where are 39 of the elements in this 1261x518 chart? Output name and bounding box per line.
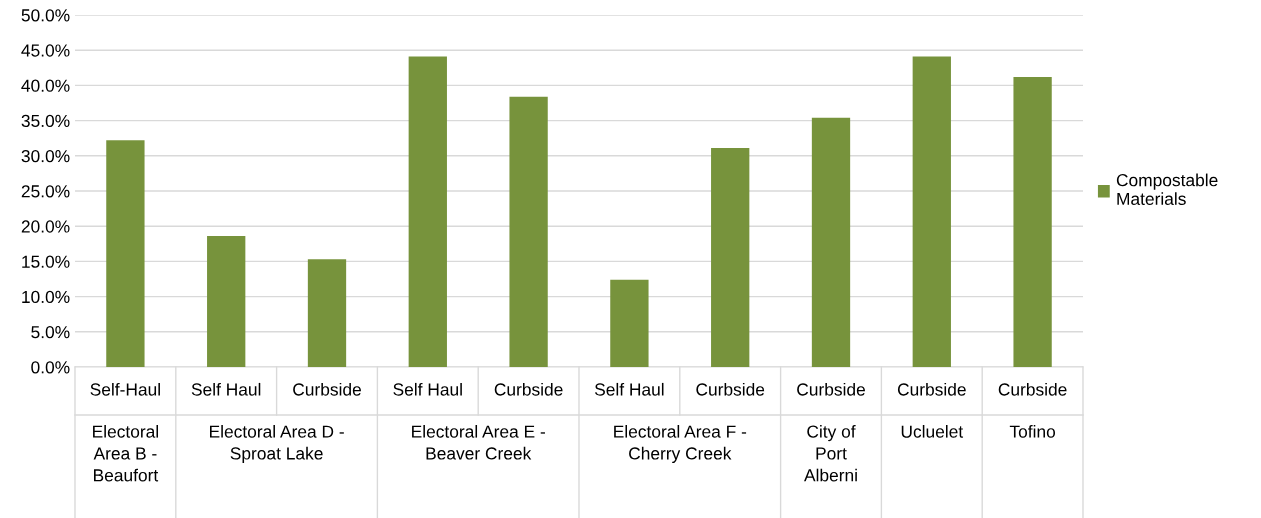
text: City of Port Alberni — [804, 425, 857, 482]
bar — [307, 259, 347, 367]
legend-label: Compostable Materials — [1116, 173, 1218, 206]
x-tick-label: Curbside — [797, 382, 865, 396]
y-tick-label: 25.0% — [21, 185, 70, 198]
bar — [408, 56, 447, 367]
x-tick-label: Curbside — [998, 382, 1067, 396]
y-tick-label: 10.0% — [22, 290, 70, 304]
y-tick-label: 50.0% — [21, 9, 70, 22]
text: Electoral Area D - Sproat Lake — [210, 425, 344, 464]
text: Electoral Area B - Beaufort — [93, 425, 159, 482]
x-tick-label: Self Haul — [191, 382, 261, 396]
x-tick-label: Self-Haul — [90, 382, 160, 396]
y-tick-label: 20.0% — [21, 220, 70, 233]
x-tick-label: Curbside — [696, 382, 765, 396]
y-tick-label: 30.0% — [21, 149, 70, 163]
y-tick-label: 40.0% — [21, 79, 70, 92]
text: Electoral Area E - Beaver Creek — [412, 425, 545, 460]
text: Ucluelet — [901, 425, 964, 438]
bar — [811, 117, 851, 367]
bar — [711, 148, 750, 367]
y-tick-label: 15.0% — [22, 255, 70, 268]
bar — [610, 279, 649, 367]
x-tick-label: Self Haul — [594, 382, 664, 396]
text: Tofino — [1009, 425, 1056, 438]
bar — [912, 56, 951, 367]
x-tick-label: Self Haul — [393, 382, 462, 396]
x-tick-label: Curbside — [897, 382, 966, 396]
y-tick-label: 45.0% — [21, 44, 70, 57]
x-tick-label: Curbside — [494, 382, 563, 396]
x-tick-label: Curbside — [293, 382, 361, 396]
bar — [1013, 76, 1052, 367]
y-tick-label: 0.0% — [31, 361, 70, 374]
text: Electoral Area F - Cherry Creek — [614, 425, 747, 464]
bar — [106, 140, 145, 367]
bar — [509, 96, 548, 367]
bar — [207, 236, 246, 367]
y-tick-label: 5.0% — [31, 325, 70, 339]
y-tick-label: 35.0% — [21, 114, 70, 128]
